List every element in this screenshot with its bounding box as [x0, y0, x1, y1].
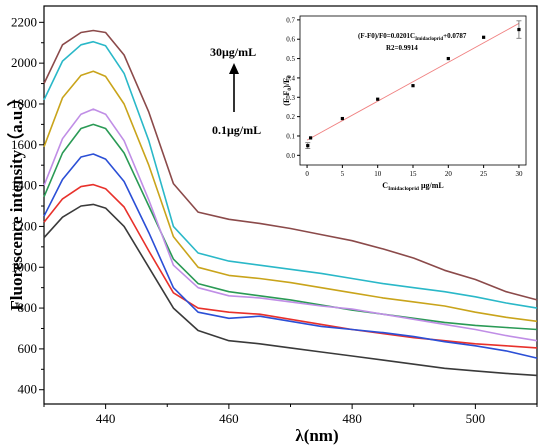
spectrum-line-7 — [43, 40, 538, 309]
inset-x-tick-label: 0 — [305, 170, 309, 178]
y-tick-label: 2000 — [11, 55, 37, 70]
inset-chart: 0 5 10 15 20 25 300.00.10.20.30.40.50.60.7CImi… — [282, 8, 536, 196]
annotation-top: 30μg/mL — [210, 45, 256, 59]
inset-point — [308, 136, 313, 140]
inset-point — [306, 144, 310, 148]
inset-x-tick-label: 5 — [341, 170, 345, 178]
y-tick-label: 1200 — [11, 218, 37, 233]
inset-point — [376, 97, 380, 101]
spectrum-line-3 — [43, 153, 538, 359]
spectrum-line-4 — [43, 123, 538, 331]
x-tick-label: 480 — [342, 411, 362, 426]
y-tick-label: 1000 — [11, 259, 37, 274]
y-tick-label: 1800 — [11, 96, 37, 111]
inset-fit-line — [306, 23, 520, 141]
inset-y-tick-label: 0.6 — [286, 36, 295, 44]
inset-equation-tail: +0.0787 — [443, 32, 467, 40]
inset-x-title-main: C — [382, 181, 388, 190]
inset-y-title-sub: 0 — [287, 88, 293, 91]
inset-y-tick-label: 0.1 — [286, 132, 295, 140]
inset-y-tick-label: 0.0 — [286, 152, 295, 160]
inset-x-tick-label: 10 — [374, 170, 382, 178]
y-axis-title: Fluorescence intensity（a.u.） — [6, 89, 26, 310]
inset-y-tick-label: 0.2 — [286, 113, 295, 121]
y-tick-label: 400 — [18, 382, 38, 397]
inset-x-tick-label: 15 — [410, 170, 418, 178]
inset-point — [482, 35, 486, 39]
inset-point — [411, 84, 415, 88]
y-tick-label: 600 — [18, 341, 38, 356]
inset-equation-sub: Imidacloprid — [415, 37, 443, 42]
spectrum-line-5 — [43, 108, 538, 342]
x-tick-label: 460 — [219, 411, 239, 426]
inset-x-tick-label: 20 — [445, 170, 453, 178]
inset-point — [446, 56, 450, 61]
inset-y-tick-label: 0.5 — [286, 55, 295, 63]
inset-y-title-main: (F-F — [282, 90, 291, 105]
inset-y-tick-label: 0.3 — [286, 94, 295, 102]
main-ticks: 440 460 480 5004006008001000120014001600180… — [11, 14, 538, 426]
inset-x-tick-label: 30 — [515, 170, 523, 178]
inset-equation: (F-F0)/F0=0.0201CImidacloprid+0.0787 — [358, 32, 467, 42]
x-tick-label: 500 — [466, 411, 486, 426]
inset-equation-main: (F-F0)/F0=0.0201C — [358, 32, 415, 40]
inset-y-title-sub2: 0 — [287, 75, 293, 78]
inset-point — [340, 116, 344, 121]
x-axis-title: λ(nm) — [295, 426, 338, 445]
y-tick-label: 1600 — [11, 137, 37, 152]
annotation-bottom: 0.1μg/mL — [212, 123, 261, 137]
inset-point — [517, 27, 521, 32]
main-series-group — [43, 29, 538, 377]
spectrum-line-6 — [43, 70, 538, 323]
y-tick-label: 2200 — [11, 14, 37, 29]
y-tick-label: 800 — [18, 300, 38, 315]
spectrum-line-8 — [43, 29, 538, 301]
inset-x-tick-label: 25 — [480, 170, 488, 178]
spectrum-line-1 — [43, 203, 538, 377]
inset-x-title: CImidacloprid μg/mL — [382, 181, 443, 192]
inset-y-title-tail: )/F — [282, 78, 291, 88]
inset-y-tick-label: 0.7 — [286, 16, 295, 24]
inset-x-title-unit: μg/mL — [419, 181, 444, 190]
inset-y-title: (F-F0)/F0 — [282, 75, 293, 106]
inset-y-tick-label: 0.4 — [286, 74, 295, 82]
inset-r2: R2=0.9914 — [386, 44, 418, 52]
inset-x-title-sub: Imidacloprid — [388, 186, 419, 192]
annotation-arrow-head — [229, 63, 239, 74]
x-tick-label: 440 — [96, 411, 116, 426]
y-tick-label: 1400 — [11, 178, 37, 193]
